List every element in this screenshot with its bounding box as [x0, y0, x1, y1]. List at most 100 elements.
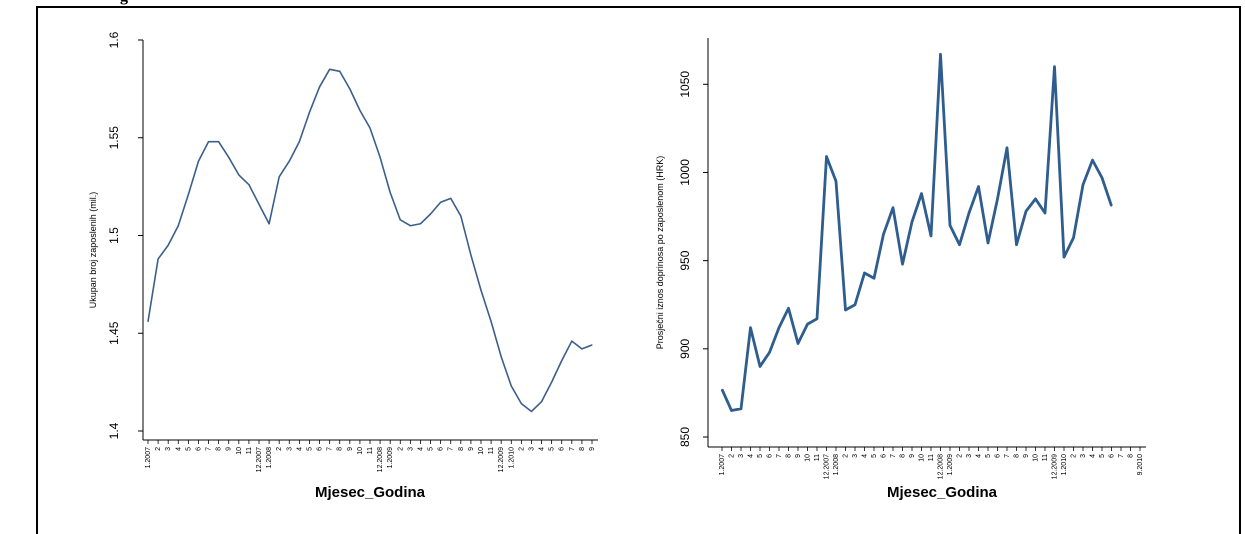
data-point: [329, 68, 331, 70]
y-tick-label: 1.4: [107, 422, 121, 439]
data-point: [797, 342, 799, 345]
x-tick-label: 7: [776, 454, 783, 458]
x-tick-label: 1.2010: [508, 447, 515, 469]
x-tick-label: 10: [805, 454, 812, 462]
x-tick-label: 8: [900, 454, 907, 458]
y-tick-label: 1.5: [107, 227, 121, 244]
x-tick-label: 4: [175, 447, 182, 451]
x-tick-label: 7: [1118, 454, 1125, 458]
x-tick-label: 7: [890, 454, 897, 458]
x-tick-label: 2: [957, 454, 964, 458]
y-tick-label: 1.45: [107, 321, 121, 345]
y-tick-label: 1050: [678, 71, 692, 98]
x-tick-label: 9: [468, 447, 475, 451]
x-tick-label: 5: [549, 447, 556, 451]
y-tick-label: 1000: [678, 159, 692, 186]
y-tick-label: 900: [678, 338, 692, 358]
data-point: [238, 174, 240, 176]
x-tick-label: 1.2008: [266, 447, 273, 469]
cut-heading: g: [120, 0, 128, 6]
x-tick-label: 3: [1080, 454, 1087, 458]
x-tick-label: 6: [1109, 454, 1116, 458]
x-tick-label: 4: [296, 447, 303, 451]
data-point: [920, 193, 923, 195]
data-point: [892, 207, 894, 209]
data-point: [490, 320, 492, 323]
data-point: [1082, 184, 1084, 186]
data-point: [863, 272, 866, 274]
x-tick-label: 12.2008: [938, 454, 945, 479]
data-point: [968, 212, 970, 214]
x-tick-label: 10: [1033, 454, 1040, 462]
data-point: [480, 289, 482, 291]
data-point: [873, 277, 875, 279]
data-point: [581, 348, 583, 350]
data-point: [835, 180, 837, 182]
x-tick-label: 6: [559, 447, 566, 451]
x-tick-label: 6: [438, 447, 445, 451]
y-tick-label: 950: [678, 250, 692, 270]
data-point: [167, 244, 169, 246]
x-tick-label: 5: [306, 447, 313, 451]
x-tick-label: 12.2007: [824, 454, 831, 479]
data-point: [551, 381, 553, 383]
data-point: [1091, 159, 1094, 161]
x-tick-label: 9: [589, 447, 596, 451]
y-axis-label: Prosječni iznos doprinosa po zaposlenom …: [655, 156, 665, 350]
data-point: [288, 160, 290, 162]
data-point: [379, 156, 381, 158]
data-point: [450, 197, 452, 199]
x-tick-label: 12.2009: [1052, 454, 1059, 479]
data-point: [1101, 177, 1103, 179]
data-point: [440, 201, 442, 203]
x-tick-label: 7: [448, 447, 455, 451]
data-point: [1044, 212, 1046, 214]
frame-border-right: [1239, 6, 1241, 534]
data-point: [369, 127, 371, 129]
x-tick-label: 9.2010: [1137, 454, 1144, 476]
data-point: [177, 225, 179, 227]
data-point: [349, 88, 351, 90]
data-point: [844, 309, 847, 311]
x-tick-label: 7: [327, 447, 334, 451]
data-point: [409, 225, 411, 227]
x-tick-label: 4: [976, 454, 983, 458]
x-tick-label: 5: [871, 454, 878, 458]
x-tick-label: 6: [881, 454, 888, 458]
x-tick-label: 7: [1004, 454, 1011, 458]
x-tick-label: 11: [367, 447, 374, 454]
x-tick-label: 12.2009: [498, 447, 505, 472]
x-tick-label: 8: [1014, 454, 1021, 458]
y-axis-label: Ukupan broj zaposlenih (mil.): [88, 192, 98, 309]
x-tick-label: 10: [478, 447, 485, 455]
x-tick-label: 2: [1071, 454, 1078, 458]
data-point: [1015, 244, 1018, 246]
data-point: [389, 191, 391, 194]
x-tick-label: 3: [286, 447, 293, 451]
x-tick-label: 10: [357, 447, 364, 455]
x-tick-label: 2: [397, 447, 404, 451]
x-tick-label: 6: [317, 447, 324, 451]
data-point: [339, 70, 341, 72]
x-tick-label: 12.2007: [256, 447, 263, 472]
x-tick-label: 7: [206, 447, 213, 451]
x-tick-label: 3: [407, 447, 414, 451]
x-tick-label: 8: [458, 447, 465, 451]
x-tick-label: 1.2009: [387, 447, 394, 469]
data-point: [510, 385, 512, 387]
x-tick-label: 2: [276, 447, 283, 451]
y-tick-label: 850: [678, 427, 692, 447]
data-point: [1072, 237, 1075, 239]
x-axis-label: Mjesec_Godina: [887, 484, 998, 501]
x-tick-label: 4: [417, 447, 424, 451]
x-tick-label: 9: [226, 447, 233, 451]
x-tick-label: 11: [246, 447, 253, 454]
x-tick-label: 8: [579, 447, 586, 451]
x-tick-label: 11: [1042, 454, 1049, 461]
data-point: [949, 224, 951, 226]
data-point: [308, 111, 311, 113]
data-point: [721, 388, 723, 390]
x-tick-label: 9: [1023, 454, 1030, 458]
x-tick-label: 3: [738, 454, 745, 458]
